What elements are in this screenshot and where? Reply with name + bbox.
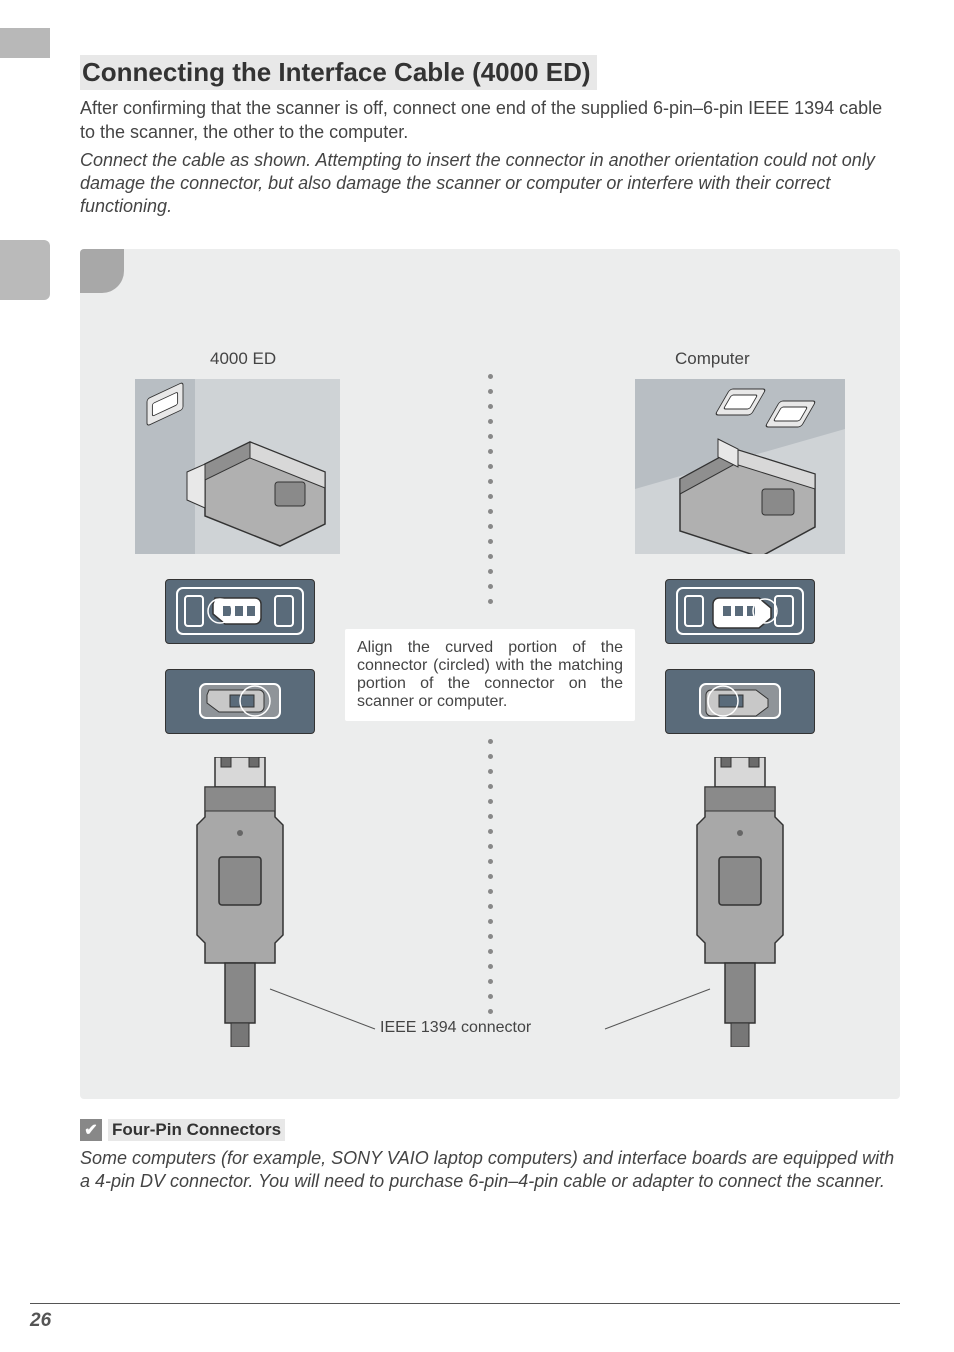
note-heading-row: ✔ Four-Pin Connectors [80,1119,900,1141]
note-heading: Four-Pin Connectors [108,1119,285,1141]
intro-paragraph: After confirming that the scanner is off… [80,96,900,145]
checkmark-icon: ✔ [80,1119,102,1141]
page-content: Connecting the Interface Cable (4000 ED)… [80,55,900,1194]
note-body: Some computers (for example, SONY VAIO l… [80,1147,900,1194]
connector-label: IEEE 1394 connector [380,1019,531,1037]
section-title: Connecting the Interface Cable (4000 ED) [80,55,597,90]
leader-lines [80,249,900,1099]
warning-paragraph: Connect the cable as shown. Attempting t… [80,149,900,219]
page-number: 26 [30,1310,51,1332]
side-tab-top [0,28,50,58]
diagram-panel: 4000 ED Computer Align the curved portio… [80,249,900,1099]
side-tab-rounded [0,240,50,300]
footer-rule [30,1303,900,1304]
